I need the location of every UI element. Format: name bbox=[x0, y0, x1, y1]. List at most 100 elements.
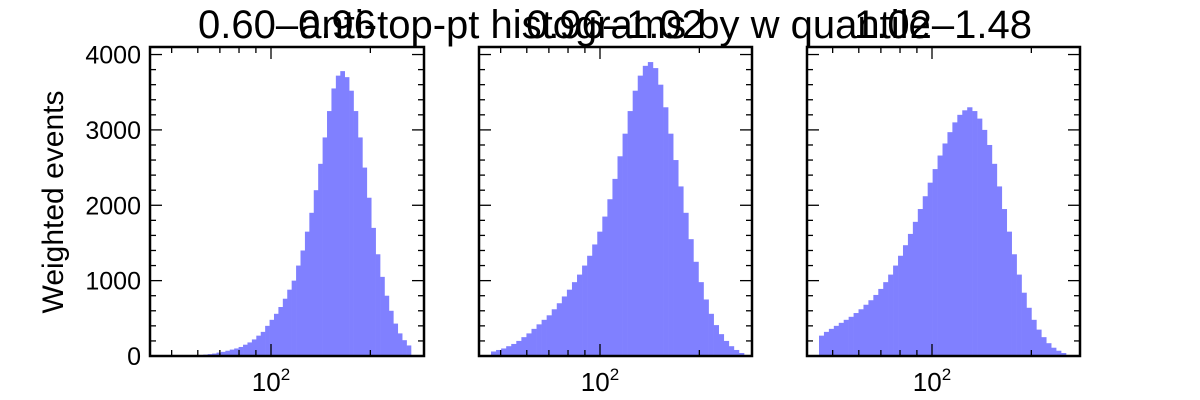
plot-frame bbox=[805, 45, 1082, 358]
histogram-bar bbox=[1031, 319, 1037, 356]
plot-frame bbox=[477, 45, 754, 358]
x-tick-label: 102 bbox=[913, 365, 951, 397]
histogram-bar bbox=[220, 351, 226, 356]
histogram-bar bbox=[1036, 329, 1042, 356]
histogram-bar bbox=[238, 346, 244, 356]
histogram-bar bbox=[251, 339, 257, 356]
histogram-bar bbox=[371, 227, 376, 356]
histogram-bar bbox=[561, 296, 568, 356]
histogram-bar bbox=[728, 346, 735, 356]
histogram-bar bbox=[243, 344, 248, 356]
histogram-bar bbox=[1026, 307, 1032, 356]
histogram-bar bbox=[853, 313, 859, 356]
histogram-bar bbox=[738, 352, 745, 356]
histogram-bar bbox=[878, 288, 884, 356]
histogram-bar bbox=[652, 68, 659, 356]
plot-frame bbox=[148, 45, 426, 358]
histogram-bar bbox=[397, 333, 403, 356]
histogram-bar bbox=[833, 325, 840, 356]
histogram-bar bbox=[843, 319, 849, 356]
histogram-bar bbox=[1016, 274, 1022, 356]
histogram-bar bbox=[893, 265, 899, 356]
histogram-bar bbox=[823, 331, 830, 356]
histogram-bar bbox=[902, 245, 909, 356]
histogram-bar bbox=[265, 325, 270, 356]
histogram-bar bbox=[937, 155, 943, 356]
histogram-bar bbox=[260, 331, 266, 356]
histogram-bar bbox=[962, 110, 968, 356]
histogram-bar bbox=[577, 274, 583, 356]
histogram-bar bbox=[723, 340, 730, 356]
histogram-bar bbox=[491, 351, 497, 356]
histogram-bar bbox=[996, 186, 1003, 356]
histogram-bar bbox=[713, 325, 719, 356]
histogram-bar bbox=[234, 348, 239, 356]
histogram-bar bbox=[838, 322, 844, 356]
histogram-bar bbox=[349, 90, 354, 357]
histogram-bar bbox=[287, 289, 292, 356]
histogram-bar bbox=[225, 350, 231, 356]
histogram-bar bbox=[247, 342, 253, 356]
histogram-bar bbox=[278, 307, 284, 356]
histogram-bar bbox=[313, 190, 319, 356]
histogram-bar bbox=[1001, 209, 1008, 356]
histogram-bar bbox=[536, 324, 542, 356]
histogram-bar bbox=[331, 88, 337, 356]
overlay-title: anti-top-pt histograms by w quantile bbox=[299, 3, 930, 47]
histogram-bar bbox=[335, 75, 341, 356]
histogram-panel-1: 0 1000 2000 3000 4000 102 bbox=[85, 42, 426, 397]
histogram-bar bbox=[592, 244, 598, 356]
histogram-bar bbox=[318, 163, 323, 356]
histogram-bar bbox=[1011, 254, 1017, 356]
histogram-bar bbox=[627, 111, 633, 356]
histogram-bar bbox=[1021, 292, 1027, 356]
histogram-bar bbox=[229, 349, 235, 356]
histogram-bar bbox=[873, 294, 879, 356]
histogram-bar bbox=[327, 111, 332, 356]
y-tick-label: 3000 bbox=[85, 117, 141, 145]
histogram-bar bbox=[551, 309, 558, 356]
histogram-bar bbox=[1051, 347, 1057, 356]
histogram-bar bbox=[521, 337, 527, 356]
histogram-bar bbox=[304, 231, 310, 356]
histogram-bar bbox=[698, 282, 704, 356]
histogram-bar bbox=[657, 84, 664, 357]
histogram-bar bbox=[384, 295, 390, 356]
histogram-bar bbox=[693, 261, 699, 356]
histogram-bar bbox=[912, 221, 919, 356]
histogram-bar bbox=[703, 299, 709, 356]
panel-2-title: 0.96–1.02 bbox=[526, 3, 704, 47]
histogram-bar bbox=[1046, 343, 1052, 356]
histogram-bar bbox=[501, 348, 507, 356]
histogram-panel-2: 102 bbox=[477, 45, 754, 397]
histogram-bar bbox=[587, 255, 593, 356]
histogram-bar bbox=[642, 65, 649, 356]
histogram-bar bbox=[344, 77, 350, 357]
histogram-bar bbox=[300, 250, 306, 356]
histogram-bar bbox=[541, 319, 547, 356]
histogram-bar bbox=[511, 343, 517, 356]
histogram-bar bbox=[678, 186, 684, 356]
histogram-bar bbox=[526, 333, 532, 356]
histogram-bar bbox=[898, 255, 904, 356]
panel-3-title: 1.02–1.48 bbox=[854, 3, 1032, 47]
histogram-bar bbox=[269, 319, 275, 356]
histogram-bar bbox=[546, 315, 553, 356]
histogram-bar bbox=[607, 199, 613, 356]
histogram-bar bbox=[863, 304, 869, 356]
histogram-bar bbox=[291, 280, 297, 356]
histogram-bar bbox=[1056, 350, 1062, 356]
histogram-bar bbox=[340, 71, 345, 357]
histogram-panel-3: 102 bbox=[805, 45, 1082, 397]
histogram-bar bbox=[282, 298, 288, 356]
histogram-bar bbox=[828, 328, 835, 356]
x-tick-label: 102 bbox=[581, 365, 619, 397]
y-axis-label: Weighted events bbox=[37, 91, 70, 314]
histogram-bar bbox=[819, 335, 825, 356]
y-tick-label: 0 bbox=[127, 343, 141, 371]
histogram-bar bbox=[571, 282, 578, 356]
histogram-bar bbox=[296, 265, 301, 356]
histogram-bar bbox=[582, 265, 588, 356]
histogram-bar bbox=[708, 313, 714, 356]
histogram-bar bbox=[907, 233, 914, 356]
